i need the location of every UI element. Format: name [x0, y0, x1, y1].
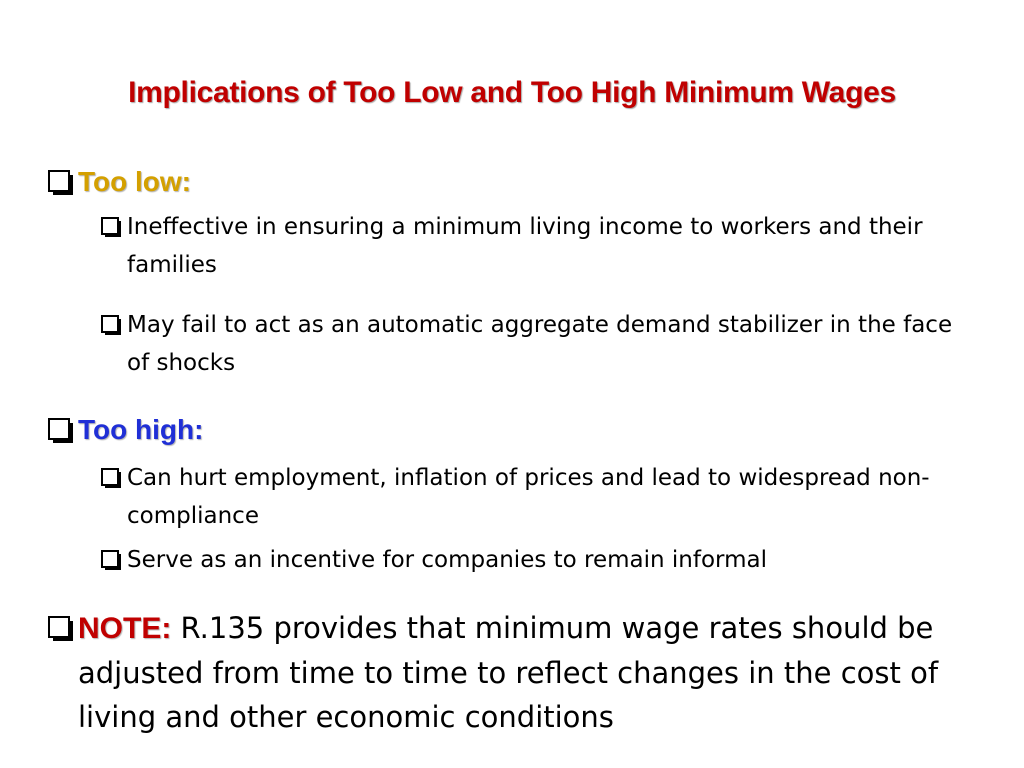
- slide-title: Implications of Too Low and Too High Min…: [128, 76, 896, 109]
- list-item: Can hurt employment, inflation of prices…: [101, 459, 981, 535]
- list-item: Ineffective in ensuring a minimum living…: [101, 208, 981, 284]
- checkbox-icon: [101, 468, 121, 488]
- checkbox-icon: [48, 616, 73, 641]
- note-text: R.135 provides that minimum wage rates s…: [78, 611, 939, 734]
- note-label: NOTE:: [78, 612, 172, 645]
- too-high-item-2: Serve as an incentive for companies to r…: [127, 547, 767, 573]
- list-item: May fail to act as an automatic aggregat…: [101, 306, 981, 382]
- checkbox-icon: [48, 418, 73, 443]
- section-too-low-heading: Too low:: [48, 166, 191, 198]
- checkbox-icon: [101, 550, 121, 570]
- checkbox-icon: [101, 315, 121, 335]
- checkbox-icon: [101, 217, 121, 237]
- too-high-heading: Too high:: [78, 414, 204, 445]
- too-low-heading: Too low:: [78, 166, 191, 197]
- list-item: Serve as an incentive for companies to r…: [101, 541, 981, 579]
- too-high-item-1: Can hurt employment, inflation of prices…: [127, 465, 930, 529]
- checkbox-icon: [48, 170, 73, 195]
- section-too-high-heading: Too high:: [48, 414, 203, 446]
- too-low-item-1: Ineffective in ensuring a minimum living…: [127, 214, 923, 278]
- too-low-item-2: May fail to act as an automatic aggregat…: [127, 312, 953, 376]
- note-paragraph: NOTE: R.135 provides that minimum wage r…: [78, 606, 968, 739]
- note-block: NOTE: R.135 provides that minimum wage r…: [48, 606, 978, 739]
